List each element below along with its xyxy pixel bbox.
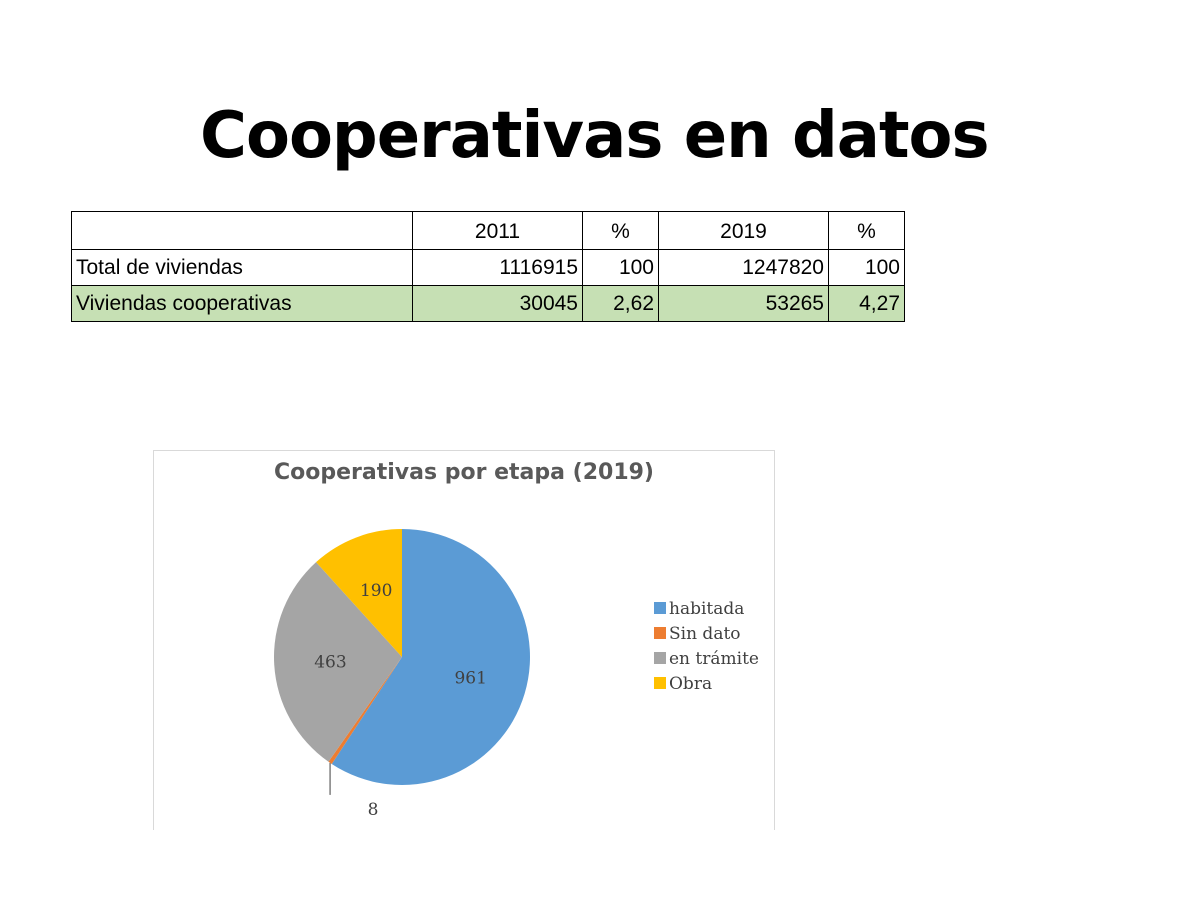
slide-title: Cooperativas en datos bbox=[200, 99, 990, 173]
cell-2019: 1247820 bbox=[658, 249, 829, 286]
table-header-cell: 2011 bbox=[412, 211, 583, 250]
table-header-row: 2011 % 2019 % bbox=[71, 211, 905, 250]
table-header-cell: % bbox=[582, 211, 659, 250]
cell-percent-2019: 4,27 bbox=[828, 285, 905, 322]
cell-2011: 1116915 bbox=[412, 249, 583, 286]
pie-slice-habitada bbox=[331, 529, 530, 785]
table-header-cell bbox=[71, 211, 413, 250]
legend-entry-habitada: habitada bbox=[669, 599, 744, 619]
legend-entry-sin-dato: Sin dato bbox=[669, 624, 741, 644]
cell-2011: 30045 bbox=[412, 285, 583, 322]
data-label-sin-dato: 8 bbox=[368, 800, 379, 820]
cell-percent-2011: 2,62 bbox=[582, 285, 659, 322]
cell-2019: 53265 bbox=[658, 285, 829, 322]
row-label: Total de viviendas bbox=[71, 249, 413, 286]
pie-slice-obra bbox=[316, 529, 402, 657]
legend-swatch-en-tramite bbox=[654, 652, 666, 664]
table-row-highlighted: Viviendas cooperativas 30045 2,62 53265 … bbox=[71, 285, 905, 322]
pie-chart: Cooperativas por etapa (2019) 961 8 463 190… bbox=[274, 460, 759, 820]
data-label-en-tramite: 463 bbox=[314, 652, 346, 672]
legend-swatch-sin-dato bbox=[654, 627, 666, 639]
chart-title: Cooperativas por etapa (2019) bbox=[274, 460, 654, 485]
pie-slice-en-tramite bbox=[274, 562, 402, 762]
legend-swatch-habitada bbox=[654, 602, 666, 614]
row-label: Viviendas cooperativas bbox=[71, 285, 413, 322]
pie-chart-panel: Cooperativas por etapa (2019) 961 8 463 190… bbox=[153, 450, 775, 830]
cell-percent-2019: 100 bbox=[828, 249, 905, 286]
legend-entry-obra: Obra bbox=[669, 674, 712, 694]
cell-percent-2011: 100 bbox=[582, 249, 659, 286]
legend-entry-en-tramite: en trámite bbox=[669, 649, 759, 669]
data-label-obra: 190 bbox=[360, 581, 392, 601]
table-header-cell: 2019 bbox=[658, 211, 829, 250]
data-table: 2011 % 2019 % Total de viviendas 1116915… bbox=[71, 211, 905, 322]
legend-swatch-obra bbox=[654, 677, 666, 689]
data-label-habitada: 961 bbox=[454, 669, 486, 689]
table-row: Total de viviendas 1116915 100 1247820 1… bbox=[71, 249, 905, 286]
pie-slice-sin-dato bbox=[328, 657, 402, 764]
table-header-cell: % bbox=[828, 211, 905, 250]
